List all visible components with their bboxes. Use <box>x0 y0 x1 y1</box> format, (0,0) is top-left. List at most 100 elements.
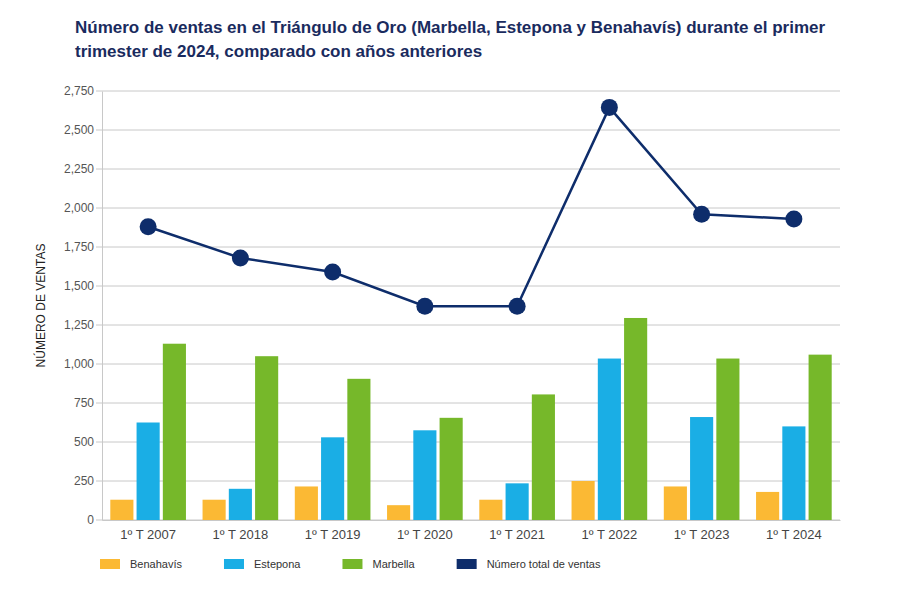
legend-swatch <box>457 559 477 569</box>
title: Número de ventas en el Triángulo de Oro … <box>75 18 825 61</box>
line-marker <box>416 298 433 315</box>
y-tick: 2,250 <box>64 162 102 176</box>
line-marker <box>693 206 710 223</box>
y-tick-label: 250 <box>74 474 94 488</box>
y-tick-label: 1,250 <box>64 318 94 332</box>
y-axis: 0 250 500 750 1,000 1,250 1,500 1,750 2,000 2,250… <box>64 84 103 527</box>
line-marker <box>785 210 802 227</box>
bar <box>255 356 278 520</box>
x-tick-label: 1º T 2023 <box>674 527 730 542</box>
x-axis: 1º T 2007 1º T 2018 1º T 2019 1º T 2020 1º T… <box>103 520 841 542</box>
bar <box>387 505 410 520</box>
y-tick-label: 1,000 <box>64 357 94 371</box>
grid-line <box>96 208 840 209</box>
x-tick-label: 1º T 2022 <box>582 527 638 542</box>
y-tick: 0 <box>87 513 102 527</box>
y-tick: 2,500 <box>64 123 102 137</box>
bar <box>664 486 687 520</box>
legend-swatch <box>100 559 120 569</box>
legend-item: Estepona <box>224 558 301 570</box>
legend-item: Número total de ventas <box>457 558 601 570</box>
legend-swatch <box>342 559 362 569</box>
bar <box>347 379 370 520</box>
legend-label: Número total de ventas <box>487 558 601 570</box>
line-marker <box>324 263 341 280</box>
y-tick: 1,000 <box>64 357 102 371</box>
y-tick: 250 <box>74 474 102 488</box>
y-tick: 500 <box>74 435 102 449</box>
grid-line <box>96 325 840 326</box>
title-line: trimester de 2024, comparado con años an… <box>75 42 482 61</box>
y-axis-title: NÚMERO DE VENTAS <box>33 244 48 368</box>
legend-swatch <box>224 559 244 569</box>
y-tick: 2,000 <box>64 201 102 215</box>
y-tick: 750 <box>74 396 102 410</box>
legend-label: Benahavís <box>130 558 182 570</box>
bar <box>203 500 226 520</box>
x-tick-label: 1º T 2018 <box>213 527 269 542</box>
legend-item: Benahavís <box>100 558 182 570</box>
x-tick: 1º T 2007 <box>120 520 176 542</box>
x-tick: 1º T 2024 <box>766 520 822 542</box>
y-tick-label: 750 <box>74 396 94 410</box>
y-tick-label: 1,750 <box>64 240 94 254</box>
x-tick-label: 1º T 2021 <box>489 527 545 542</box>
bar <box>756 492 779 520</box>
bar <box>163 344 186 520</box>
bar <box>532 394 555 520</box>
grid-line <box>96 286 840 287</box>
line-marker <box>140 218 157 235</box>
bar <box>506 483 529 520</box>
plot: 0 250 500 750 1,000 1,250 1,500 1,750 2,000 2,250… <box>64 84 841 542</box>
x-axis-line <box>103 520 841 521</box>
line <box>148 107 794 306</box>
bar <box>624 318 647 520</box>
bar <box>690 417 713 520</box>
bar-series <box>163 318 832 520</box>
y-tick: 1,750 <box>64 240 102 254</box>
bar <box>229 489 252 520</box>
bar <box>413 430 436 520</box>
x-tick-label: 1º T 2007 <box>120 527 176 542</box>
bar <box>716 359 739 520</box>
bar <box>572 481 595 520</box>
bar <box>479 500 502 520</box>
bar <box>809 355 832 520</box>
y-tick-label: 2,500 <box>64 123 94 137</box>
legend: Benahavís Estepona Marbella Número total de… <box>100 558 601 570</box>
x-tick: 1º T 2020 <box>397 520 453 542</box>
legend-label: Marbella <box>372 558 415 570</box>
x-tick: 1º T 2022 <box>582 520 638 542</box>
grid <box>96 91 840 520</box>
x-tick-label: 1º T 2020 <box>397 527 453 542</box>
y-tick-label: 0 <box>87 513 94 527</box>
line-marker <box>232 249 249 266</box>
line-marker <box>509 298 526 315</box>
y-tick: 1,250 <box>64 318 102 332</box>
y-tick-label: 500 <box>74 435 94 449</box>
y-tick: 1,500 <box>64 279 102 293</box>
y-tick-label: 2,000 <box>64 201 94 215</box>
line-marker <box>601 99 618 116</box>
bar <box>598 359 621 520</box>
bar <box>440 418 463 520</box>
y-tick-label: 2,250 <box>64 162 94 176</box>
bar-series <box>137 359 806 520</box>
x-tick: 1º T 2019 <box>305 520 361 542</box>
bar <box>137 423 160 521</box>
title-line: Número de ventas en el Triángulo de Oro … <box>75 18 825 37</box>
x-tick-label: 1º T 2024 <box>766 527 822 542</box>
grid-line <box>96 130 840 131</box>
y-axis-line <box>102 92 103 521</box>
chart-container: Número de ventas en el Triángulo de Oro … <box>0 0 900 607</box>
bar <box>782 426 805 520</box>
bar <box>110 500 133 520</box>
x-tick: 1º T 2018 <box>213 520 269 542</box>
x-tick: 1º T 2021 <box>489 520 545 542</box>
legend-label: Estepona <box>254 558 301 570</box>
marks <box>110 99 831 520</box>
y-tick: 2,750 <box>64 84 102 98</box>
bar <box>321 437 344 520</box>
x-tick-label: 1º T 2019 <box>305 527 361 542</box>
grid-line <box>96 169 840 170</box>
